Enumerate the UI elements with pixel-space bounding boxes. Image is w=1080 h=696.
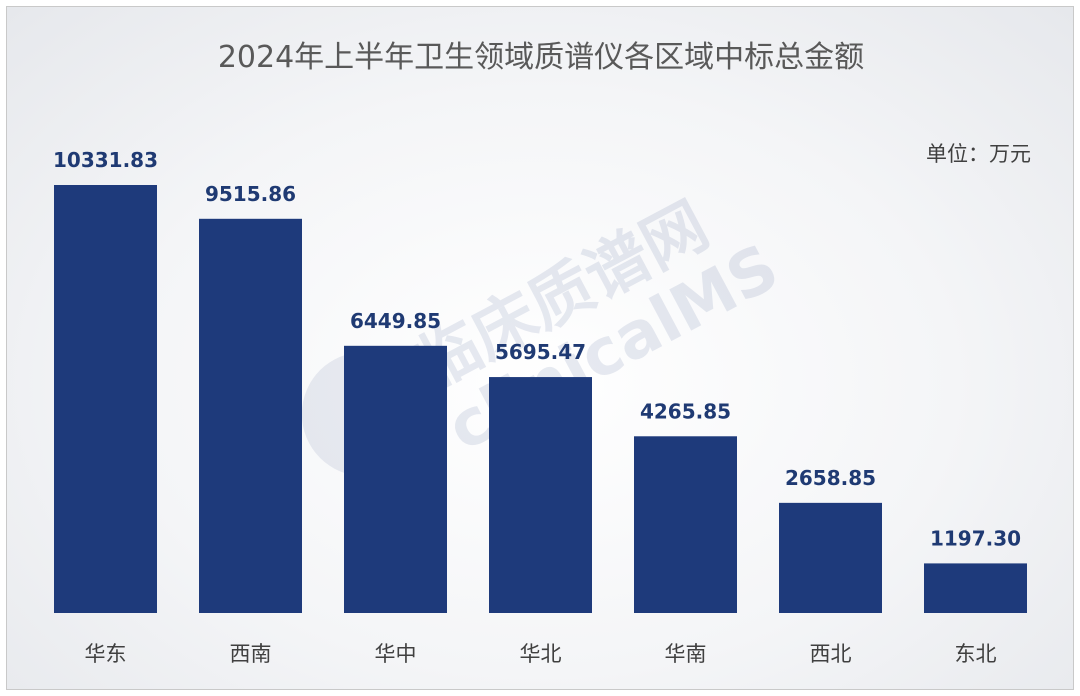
value-label-华中: 6449.85 <box>350 309 441 333</box>
value-label-西南: 9515.86 <box>205 182 296 206</box>
bar-东北 <box>924 563 1027 613</box>
bar-华中 <box>344 345 447 613</box>
value-label-东北: 1197.30 <box>930 526 1021 550</box>
category-label-西南: 西南 <box>230 642 272 666</box>
category-label-华中: 华中 <box>375 642 417 666</box>
value-labels-group: 10331.83 9515.86 6449.85 5695.47 4265.85 2658… <box>53 148 1021 550</box>
chart-title: 2024年上半年卫生领域质谱仪各区域中标总金额 <box>218 40 864 75</box>
value-label-华东: 10331.83 <box>53 148 158 172</box>
chart-frame: 临床质谱网 clinicalMS 2024年上半年卫生领域质谱仪各区域中标总金额… <box>6 6 1074 690</box>
bar-华北 <box>489 377 592 613</box>
bar-华东 <box>54 185 157 613</box>
bar-华南 <box>634 436 737 613</box>
bar-chart: 临床质谱网 clinicalMS 2024年上半年卫生领域质谱仪各区域中标总金额… <box>53 40 1031 666</box>
category-label-华北: 华北 <box>520 642 562 666</box>
value-label-华南: 4265.85 <box>640 399 731 423</box>
category-label-东北: 东北 <box>955 642 997 666</box>
bars-group <box>54 185 1027 613</box>
category-label-华东: 华东 <box>85 642 127 666</box>
category-labels-group: 华东 西南 华中 华北 华南 西北 东北 <box>85 642 997 666</box>
bar-西南 <box>199 218 302 613</box>
value-label-西北: 2658.85 <box>785 466 876 490</box>
category-label-华南: 华南 <box>665 642 707 666</box>
unit-label: 单位：万元 <box>926 142 1031 166</box>
value-label-华北: 5695.47 <box>495 340 586 364</box>
bar-西北 <box>779 502 882 613</box>
category-label-西北: 西北 <box>810 642 852 666</box>
